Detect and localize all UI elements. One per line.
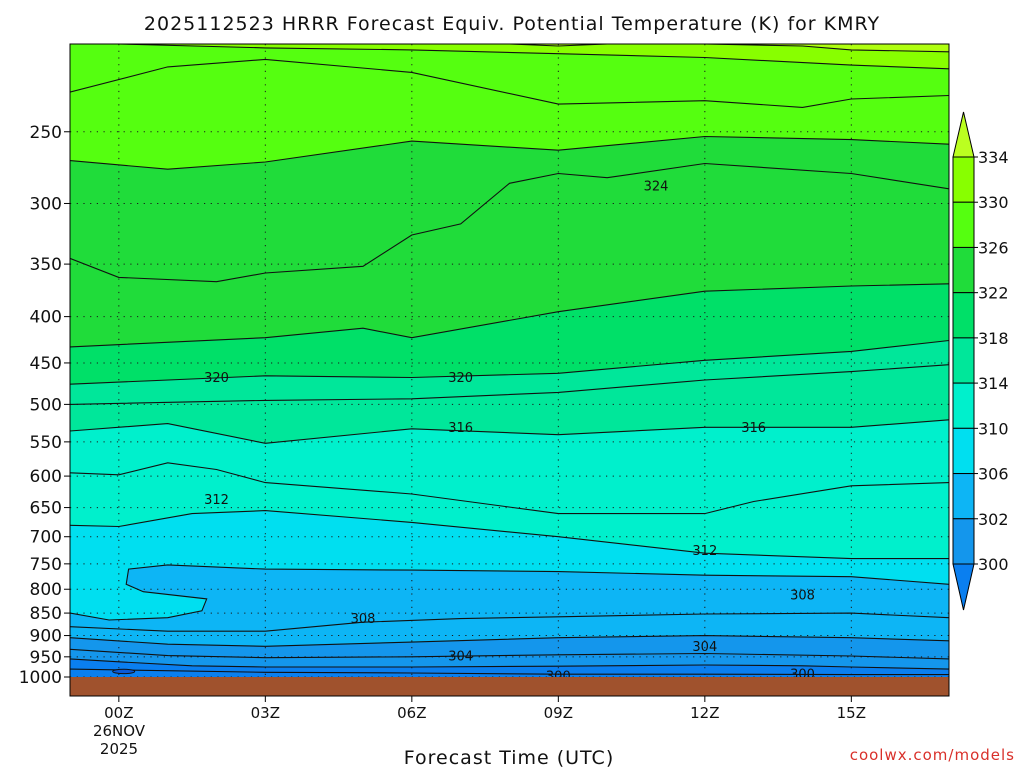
contour-lines — [70, 44, 949, 676]
x-tick-label: 12Z — [690, 704, 719, 722]
contour-323 — [70, 162, 949, 283]
contour-label: 312 — [692, 544, 717, 559]
contour-303 — [70, 648, 949, 660]
contour-label: 304 — [692, 640, 717, 655]
colorbar-label: 322 — [978, 284, 1009, 303]
contour-label-text: 316 — [448, 421, 473, 436]
colorbar-swatch — [952, 292, 975, 339]
colorbar-label: 334 — [978, 148, 1009, 167]
chart-title: 2025112523 HRRR Forecast Equiv. Potentia… — [144, 13, 880, 35]
contour-label: 304 — [448, 649, 473, 664]
contour-label: 308 — [351, 612, 376, 627]
contour-label: 312 — [204, 493, 229, 508]
contour-311 — [70, 510, 949, 560]
contour-315 — [70, 419, 949, 444]
contour-319 — [70, 339, 949, 385]
contour-label: 324 — [644, 180, 669, 195]
contour-313 — [70, 462, 949, 515]
colorbar-bottom-arrow — [952, 563, 975, 611]
y-tick-label: 250 — [30, 123, 62, 143]
contour-305 — [70, 635, 949, 647]
contour-321 — [70, 283, 949, 348]
contour-317 — [70, 364, 949, 405]
colorbar-label: 300 — [978, 555, 1009, 574]
y-tick-label: 400 — [30, 308, 62, 328]
contour-label: 320 — [448, 371, 473, 386]
y-tick-label: 800 — [30, 580, 62, 600]
y-tick-label: 450 — [30, 354, 62, 374]
x-tick-label: 09Z — [544, 704, 573, 722]
x-axis-label: Forecast Time (UTC) — [404, 747, 614, 768]
contour-loop — [112, 668, 136, 675]
y-tick-label: 750 — [30, 555, 62, 575]
contour-label-text: 312 — [204, 493, 229, 508]
y-tick-label: 850 — [30, 604, 62, 624]
x-date-year: 2025 — [100, 740, 138, 758]
contour-300 — [70, 668, 949, 676]
x-date-day: 26NOV — [93, 722, 146, 740]
colorbar-swatch — [952, 427, 975, 475]
y-tick-label: 300 — [30, 194, 62, 214]
contour-329 — [118, 44, 949, 70]
contour-301 — [70, 658, 949, 670]
contour-label-text: 308 — [790, 589, 815, 604]
x-axis: 00Z 03Z 06Z 09Z 12Z 15Z — [104, 696, 866, 722]
x-tick-label: 03Z — [251, 704, 280, 722]
y-tick-label: 500 — [30, 395, 62, 415]
y-tick-label: 600 — [30, 467, 62, 487]
colorbar-label: 330 — [978, 193, 1009, 212]
fill-band-top — [509, 44, 949, 52]
contour-label-text: 308 — [351, 612, 376, 627]
colorbar-label: 302 — [978, 510, 1009, 529]
x-tick-label: 00Z — [104, 704, 133, 722]
x-tick-label: 06Z — [397, 704, 426, 722]
contour-331 — [509, 44, 949, 53]
contour-label-text: 304 — [448, 649, 473, 664]
contour-325 — [70, 135, 949, 170]
colorbar-label: 306 — [978, 465, 1009, 484]
contour-327 — [70, 58, 949, 108]
y-tick-label: 950 — [30, 648, 62, 668]
colorbar-swatch — [952, 382, 975, 429]
contour-309 — [70, 564, 949, 621]
contour-label-text: 316 — [741, 421, 766, 436]
contour-label-text: 304 — [692, 640, 717, 655]
contour-label: 316 — [448, 421, 473, 436]
ground-layer — [70, 677, 949, 696]
y-tick-label: 650 — [30, 499, 62, 519]
plot-frame — [69, 43, 950, 697]
colorbar-label: 326 — [978, 238, 1009, 257]
contour-label: 308 — [790, 589, 815, 604]
contour-label-text: 324 — [644, 180, 669, 195]
contour-label: 316 — [741, 421, 766, 436]
colorbar-swatch — [952, 201, 975, 248]
y-tick-label: 1000 — [19, 668, 62, 688]
filled-bands — [70, 44, 949, 696]
contour-label-text: 320 — [448, 371, 473, 386]
y-tick-label: 900 — [30, 627, 62, 647]
y-tick-label: 550 — [30, 433, 62, 453]
y-tick-label: 350 — [30, 255, 62, 275]
credit-text: coolwx.com/models — [850, 746, 1015, 764]
x-tick-label: 15Z — [837, 704, 866, 722]
colorbar: 334 330 326 322 318 314 310 306 302 300 — [952, 111, 1009, 611]
colorbar-swatch — [952, 246, 975, 294]
colorbar-top-arrow — [952, 111, 975, 158]
contour-label-text: 320 — [204, 371, 229, 386]
colorbar-label: 318 — [978, 329, 1009, 348]
colorbar-swatch — [952, 518, 975, 565]
colorbar-swatch — [952, 473, 975, 520]
contour-label-text: 312 — [692, 544, 717, 559]
contour-label: 320 — [204, 371, 229, 386]
contour-307 — [70, 612, 949, 632]
y-axis: 250 300 350 400 450 500 550 600 650 700 750 800 850 9… — [19, 123, 70, 688]
y-tick-label: 700 — [30, 528, 62, 548]
colorbar-label: 314 — [978, 374, 1009, 393]
colorbar-swatch — [952, 337, 975, 384]
colorbar-label: 310 — [978, 419, 1009, 438]
colorbar-swatch — [952, 156, 975, 203]
